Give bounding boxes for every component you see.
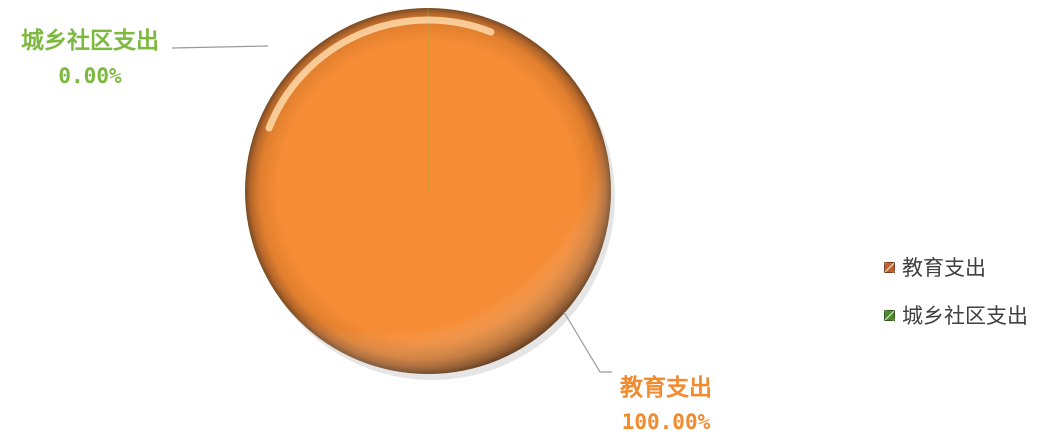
leader-line-1 — [171, 45, 269, 49]
leader-lines — [171, 45, 612, 373]
pie-group — [245, 8, 615, 380]
data-label-value-jiaoyu: 100.00% — [622, 410, 711, 432]
data-label-category-chengxiang: 城乡社区支出 — [21, 27, 159, 54]
legend-swatch-orange — [884, 261, 895, 273]
data-label-category-jiaoyu: 教育支出 — [620, 374, 712, 401]
legend-swatch-green — [884, 309, 895, 321]
legend-label-jiaoyu: 教育支出 — [902, 256, 986, 280]
legend-label-chengxiang: 城乡社区支出 — [902, 304, 1028, 328]
data-label-1: 城乡社区支出 0.00% — [21, 27, 159, 88]
leader-line-0 — [563, 311, 612, 373]
data-label-value-chengxiang: 0.00% — [58, 64, 122, 88]
legend-item-jiaoyu: 教育支出 — [884, 255, 1028, 280]
pie-bevel-shade — [245, 8, 611, 374]
legend-item-chengxiang: 城乡社区支出 — [884, 303, 1028, 328]
pie-highlight — [265, 16, 495, 132]
legend: 教育支出 城乡社区支出 — [884, 255, 1028, 351]
data-label-0: 教育支出 100.00% — [620, 374, 712, 432]
